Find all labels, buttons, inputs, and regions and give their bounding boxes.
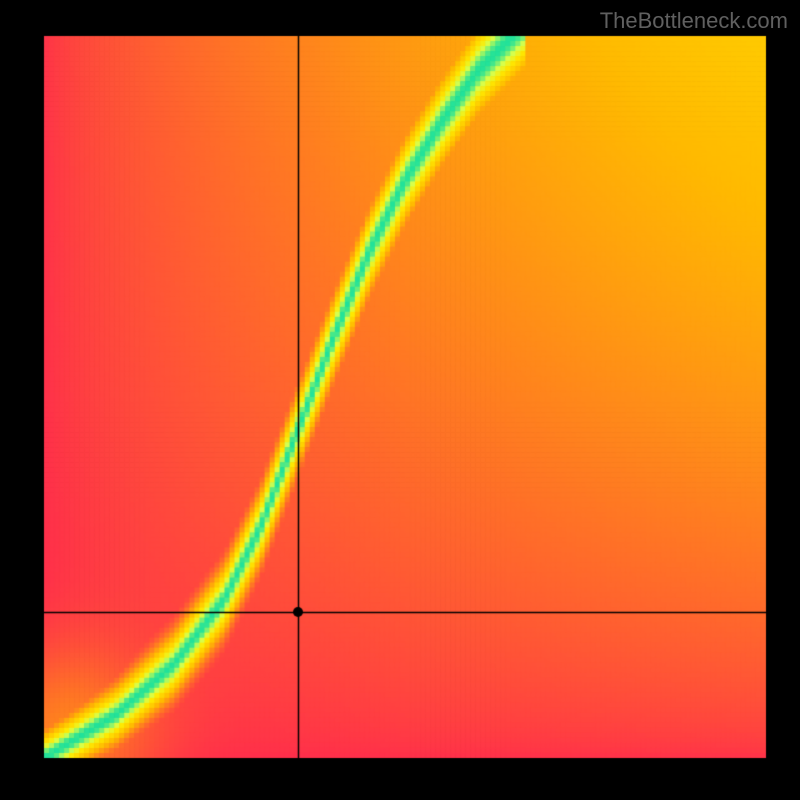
figure-container: TheBottleneck.com (0, 0, 800, 800)
watermark-text: TheBottleneck.com (600, 8, 788, 34)
bottleneck-heatmap (0, 0, 800, 800)
